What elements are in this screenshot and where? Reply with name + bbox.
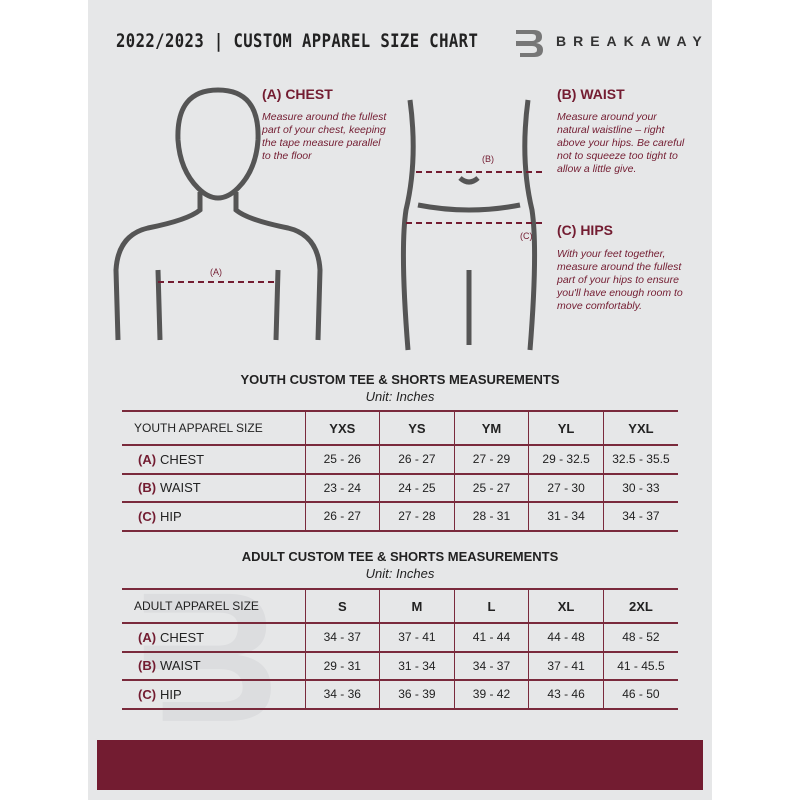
breakaway-logo-icon bbox=[516, 30, 543, 57]
upper-body-outline bbox=[113, 87, 323, 341]
adult-size-table: ADULT APPAREL SIZE S M L XL 2XL (A) CHEST 34 - 3… bbox=[122, 588, 678, 710]
lower-body-outline bbox=[400, 99, 538, 351]
table-row: (C) HIP 34 - 36 36 - 39 39 - 42 43 - 46 46 - 5… bbox=[122, 680, 678, 710]
hips-heading: (C) HIPS bbox=[557, 222, 613, 238]
measure-value: 25 - 26 bbox=[305, 445, 381, 475]
measure-value: 29 - 32.5 bbox=[528, 445, 604, 475]
brand-name: BREAKAWAY bbox=[556, 33, 709, 49]
youth-table-title: YOUTH CUSTOM TEE & SHORTS MEASUREMENTS bbox=[240, 372, 560, 387]
waist-marker: (B) bbox=[482, 154, 494, 164]
measure-value: 27 - 29 bbox=[454, 445, 530, 475]
measure-value: 41 - 44 bbox=[454, 623, 530, 653]
size-header: XL bbox=[528, 588, 604, 624]
measure-code: (C) bbox=[138, 686, 157, 702]
measure-label: (A) CHEST bbox=[122, 623, 306, 653]
chest-heading: (A) CHEST bbox=[262, 86, 333, 102]
size-header: YXL bbox=[603, 410, 678, 446]
size-header: L bbox=[454, 588, 530, 624]
measure-name: CHEST bbox=[160, 451, 205, 467]
measure-value: 34 - 36 bbox=[305, 680, 381, 710]
measure-name: HIP bbox=[160, 686, 182, 702]
size-header: YL bbox=[528, 410, 604, 446]
measure-value: 44 - 48 bbox=[528, 623, 604, 653]
table-row: (B) WAIST 29 - 31 31 - 34 34 - 37 37 - 41 41 -… bbox=[122, 651, 678, 681]
adult-unit: Unit: Inches bbox=[365, 566, 435, 581]
chest-description: Measure around the fullest part of your … bbox=[262, 111, 387, 162]
measure-value: 26 - 27 bbox=[379, 445, 455, 475]
waist-heading: (B) WAIST bbox=[557, 86, 625, 102]
measure-value: 41 - 45.5 bbox=[603, 651, 678, 681]
table-row: (A) CHEST 34 - 37 37 - 41 41 - 44 44 - 48 48 -… bbox=[122, 623, 678, 653]
body-measurement-illustrations: (A) (B) (C) bbox=[113, 87, 543, 351]
measure-value: 48 - 52 bbox=[603, 623, 678, 653]
youth-unit: Unit: Inches bbox=[365, 389, 435, 404]
measure-label: (B) WAIST bbox=[122, 651, 306, 681]
waist-description: Measure around your natural waistline – … bbox=[557, 111, 685, 175]
table-row: (C) HIP 26 - 27 27 - 28 28 - 31 31 - 34 34 - 3… bbox=[122, 502, 678, 532]
header-row: ADULT APPAREL SIZE S M L XL 2XL bbox=[122, 588, 678, 624]
measure-value: 24 - 25 bbox=[379, 473, 455, 503]
measure-value: 31 - 34 bbox=[379, 651, 455, 681]
measure-value: 34 - 37 bbox=[305, 623, 381, 653]
measure-label: (A) CHEST bbox=[122, 445, 306, 475]
measure-value: 26 - 27 bbox=[305, 502, 381, 532]
measure-name: HIP bbox=[160, 508, 182, 524]
measure-code: (C) bbox=[138, 508, 157, 524]
measure-label: (C) HIP bbox=[122, 680, 306, 710]
adult-table-title: ADULT CUSTOM TEE & SHORTS MEASUREMENTS bbox=[241, 549, 559, 564]
measure-label: (B) WAIST bbox=[122, 473, 306, 503]
table-row: (B) WAIST 23 - 24 24 - 25 25 - 27 27 - 30 30 -… bbox=[122, 473, 678, 503]
measure-value: 27 - 30 bbox=[528, 473, 604, 503]
measure-value: 37 - 41 bbox=[528, 651, 604, 681]
measure-value: 30 - 33 bbox=[603, 473, 678, 503]
measure-code: (A) bbox=[138, 451, 157, 467]
size-header: M bbox=[379, 588, 455, 624]
size-label: ADULT APPAREL SIZE bbox=[122, 588, 306, 624]
size-header: YXS bbox=[305, 410, 381, 446]
table-row: (A) CHEST 25 - 26 26 - 27 27 - 29 29 - 32.5 32… bbox=[122, 445, 678, 475]
measure-value: 46 - 50 bbox=[603, 680, 678, 710]
footer-band bbox=[97, 740, 703, 790]
size-header: 2XL bbox=[603, 588, 678, 624]
measure-value: 37 - 41 bbox=[379, 623, 455, 653]
measure-value: 34 - 37 bbox=[603, 502, 678, 532]
header-row: YOUTH APPAREL SIZE YXS YS YM YL YXL bbox=[122, 410, 678, 446]
measure-code: (A) bbox=[138, 629, 157, 645]
page-title: 2022/2023 | CUSTOM APPAREL SIZE CHART bbox=[116, 30, 479, 52]
chest-marker: (A) bbox=[210, 267, 222, 277]
size-header: YS bbox=[379, 410, 455, 446]
measure-name: WAIST bbox=[160, 480, 201, 496]
size-label: YOUTH APPAREL SIZE bbox=[122, 410, 306, 446]
measure-value: 36 - 39 bbox=[379, 680, 455, 710]
measure-value: 39 - 42 bbox=[454, 680, 530, 710]
measure-value: 28 - 31 bbox=[454, 502, 530, 532]
size-header: S bbox=[305, 588, 381, 624]
measure-code: (B) bbox=[138, 480, 157, 496]
measure-value: 32.5 - 35.5 bbox=[603, 445, 678, 475]
measure-value: 27 - 28 bbox=[379, 502, 455, 532]
hips-description: With your feet together, measure around … bbox=[557, 248, 683, 312]
youth-size-table: YOUTH APPAREL SIZE YXS YS YM YL YXL (A) CHEST 25… bbox=[122, 410, 678, 532]
size-header: YM bbox=[454, 410, 530, 446]
measure-value: 31 - 34 bbox=[528, 502, 604, 532]
hip-marker: (C) bbox=[520, 231, 533, 241]
measure-value: 34 - 37 bbox=[454, 651, 530, 681]
measure-value: 23 - 24 bbox=[305, 473, 381, 503]
measure-name: WAIST bbox=[160, 658, 201, 674]
measure-label: (C) HIP bbox=[122, 502, 306, 532]
measure-code: (B) bbox=[138, 658, 157, 674]
measure-name: CHEST bbox=[160, 629, 205, 645]
measure-value: 43 - 46 bbox=[528, 680, 604, 710]
measure-value: 29 - 31 bbox=[305, 651, 381, 681]
measure-value: 25 - 27 bbox=[454, 473, 530, 503]
